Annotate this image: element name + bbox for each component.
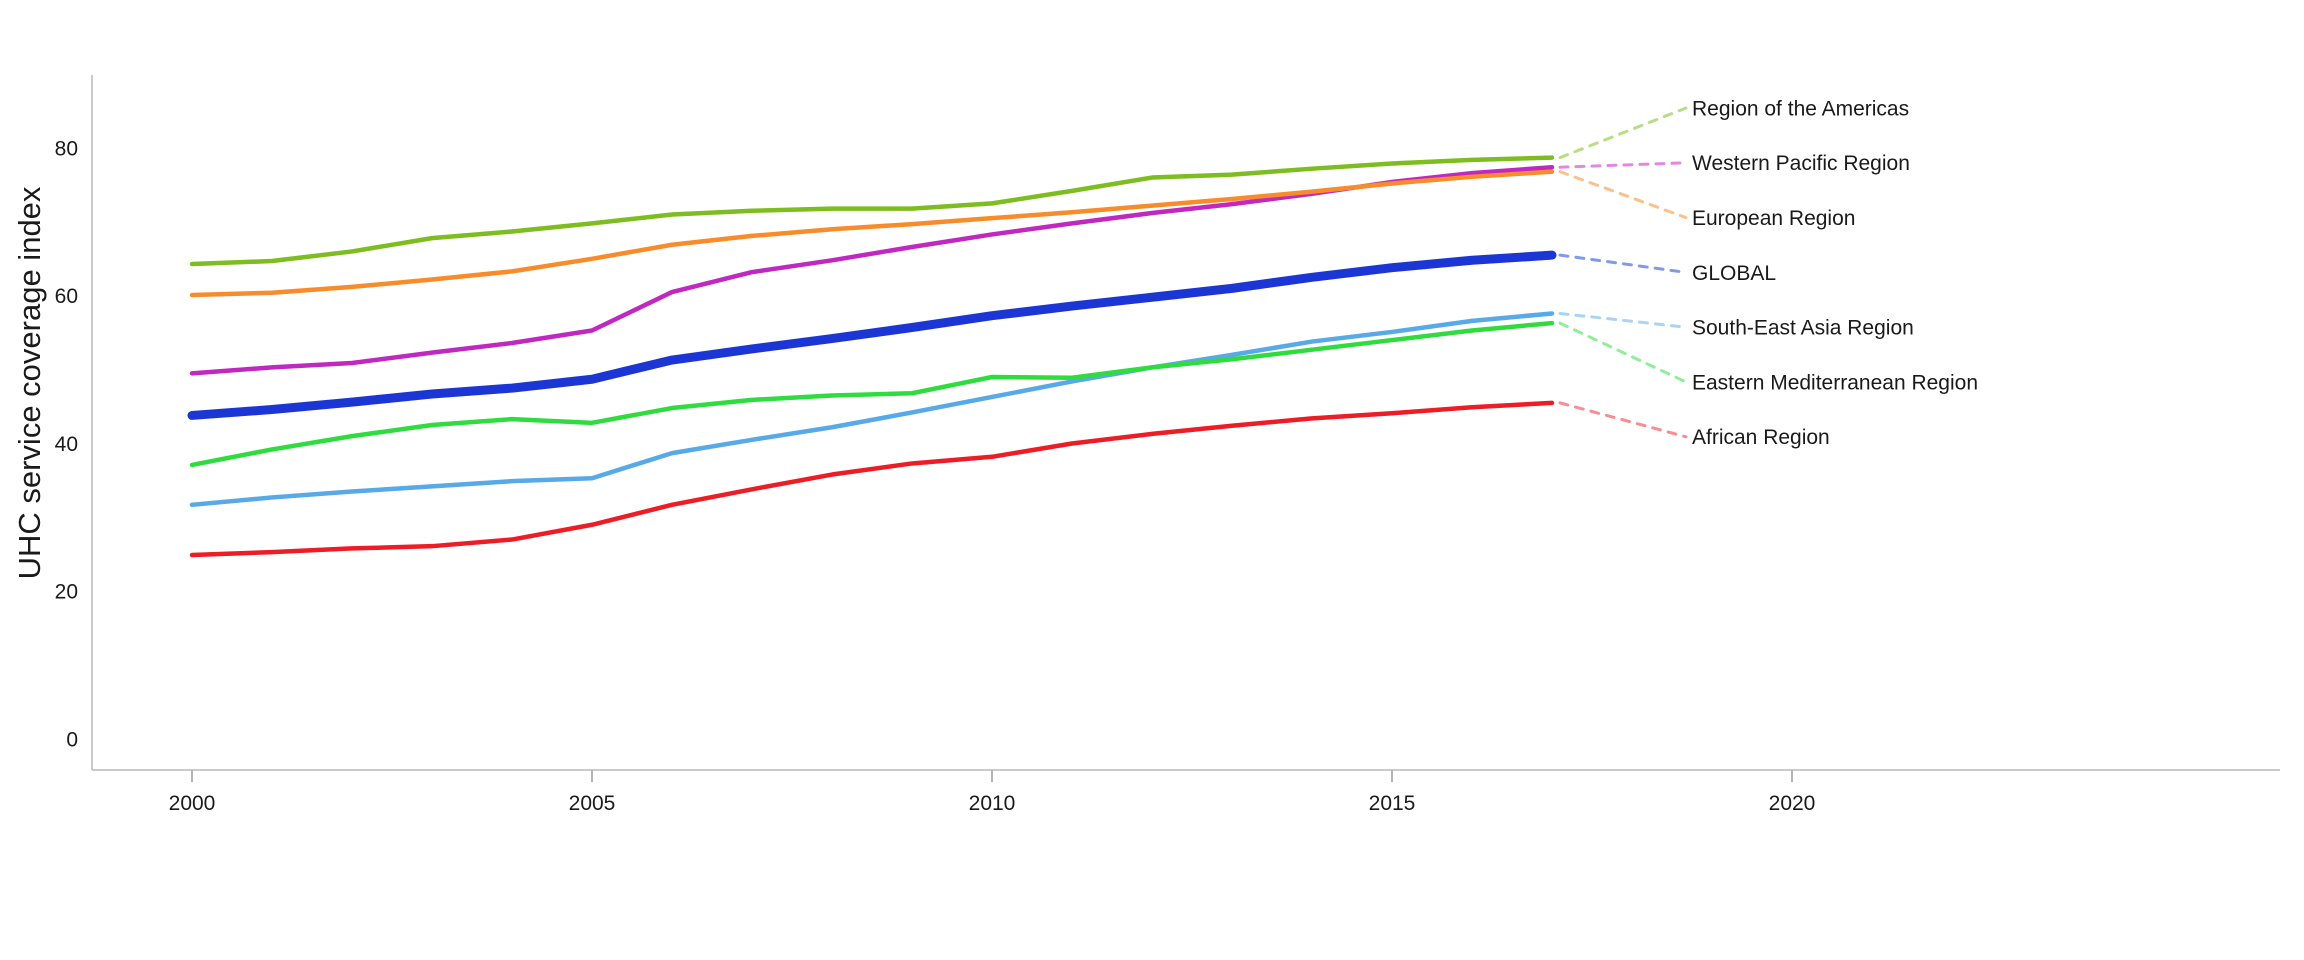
series-line-south-east-asia-region [189, 311, 1555, 508]
y-axis-title: UHC service coverage index [12, 186, 47, 579]
leader-line-western-pacific-region [1558, 161, 1688, 169]
leader-line-global [1558, 253, 1688, 274]
series-layer [187, 155, 1557, 558]
leader-line-european-region [1558, 170, 1688, 220]
legend-label-south-east-asia-region: South-East Asia Region [1692, 317, 1914, 340]
y-tick-label: 80 [55, 137, 78, 160]
leader-line-african-region [1558, 401, 1688, 439]
leader-line-region-of-the-americas [1558, 106, 1688, 160]
axes-layer: 2000 2005 2010 2015 2020 0 20 40 60 80 [55, 75, 2280, 815]
y-tick-label: 40 [55, 433, 78, 456]
leader-line-south-east-asia-region [1558, 311, 1688, 329]
series-line-global [187, 250, 1557, 420]
x-tick-label: 2005 [569, 792, 616, 815]
x-tick-label: 2020 [1769, 792, 1816, 815]
y-tick-label: 60 [55, 285, 78, 308]
x-tick-label: 2000 [169, 792, 216, 815]
leader-line-eastern-mediterranean-region [1558, 321, 1688, 384]
y-tick-label: 20 [55, 581, 78, 604]
y-tick-label: 0 [66, 728, 78, 751]
legend-label-global: GLOBAL [1692, 262, 1776, 285]
legend-label-european-region: European Region [1692, 207, 1855, 230]
legend-label-western-pacific-region: Western Pacific Region [1692, 152, 1910, 175]
legend-layer: Region of the Americas Western Pacific Re… [1692, 97, 1978, 449]
series-line-region-of-the-americas [189, 155, 1555, 267]
series-line-african-region [189, 400, 1555, 558]
series-line-eastern-mediterranean-region [189, 320, 1555, 468]
x-tick-label: 2010 [969, 792, 1016, 815]
legend-label-eastern-mediterranean-region: Eastern Mediterranean Region [1692, 371, 1978, 394]
leader-lines-layer [1558, 106, 1688, 439]
x-tick-label: 2015 [1369, 792, 1416, 815]
legend-label-region-of-the-americas: Region of the Americas [1692, 97, 1909, 120]
series-line-european-region [189, 169, 1555, 298]
legend-label-african-region: African Region [1692, 426, 1830, 449]
